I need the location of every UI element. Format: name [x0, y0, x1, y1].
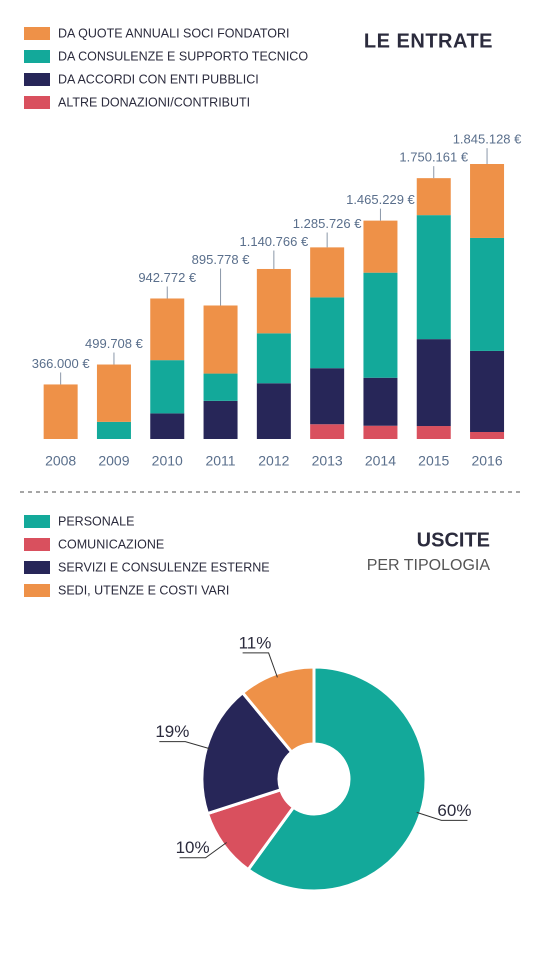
x-tick-label: 2011 [205, 453, 235, 469]
bar-segment [416, 215, 451, 340]
bar-segment [43, 384, 78, 439]
income-title: LE ENTRATE [364, 30, 493, 52]
donut-slice [246, 665, 428, 893]
total-label: 366.000 € [32, 356, 91, 371]
total-label: 1.465.229 € [346, 192, 415, 207]
bar-segment [256, 333, 291, 384]
legend-label: COMUNICAZIONE [58, 537, 164, 551]
bar-segment [310, 424, 345, 439]
bar-segment [470, 164, 505, 238]
label-leader [159, 741, 211, 750]
x-tick-label: 2008 [45, 453, 76, 469]
x-tick-label: 2015 [418, 453, 449, 469]
x-tick-label: 2013 [312, 453, 343, 469]
legend-swatch [24, 27, 50, 40]
x-tick-label: 2014 [365, 453, 396, 469]
x-tick-label: 2010 [152, 453, 183, 469]
x-tick-label: 2016 [471, 453, 502, 469]
total-label: 895.778 € [192, 252, 251, 267]
legend-label: SERVIZI E CONSULENZE ESTERNE [58, 560, 270, 574]
legend-label: DA QUOTE ANNUALI SOCI FONDATORI [58, 26, 290, 40]
total-label: 1.140.766 € [240, 234, 309, 249]
legend-label: DA CONSULENZE E SUPPORTO TECNICO [58, 49, 308, 63]
label-leader [416, 811, 468, 821]
bar-segment [363, 220, 398, 273]
bar-segment [203, 373, 238, 401]
expense-subtitle: PER TIPOLOGIA [367, 557, 491, 574]
expense-title: USCITE [417, 529, 490, 551]
label-leader [242, 652, 278, 678]
legend-swatch [24, 584, 50, 597]
bar-segment [256, 268, 291, 334]
bar-segment [150, 360, 185, 414]
slice-label: 60% [437, 801, 471, 820]
bar-segment [470, 237, 505, 351]
bar-segment [363, 377, 398, 426]
legend-swatch [24, 96, 50, 109]
legend-swatch [24, 538, 50, 551]
bar-segment [203, 305, 238, 374]
total-label: 1.285.726 € [293, 216, 362, 231]
slice-label: 10% [176, 838, 210, 857]
legend-swatch [24, 515, 50, 528]
bar-segment [96, 421, 131, 439]
bar-segment [416, 178, 451, 216]
slice-label: 19% [155, 722, 189, 741]
total-label: 1.845.128 € [453, 132, 522, 147]
total-label: 499.708 € [85, 336, 144, 351]
bar-segment [310, 247, 345, 298]
bar-segment [416, 426, 451, 439]
total-label: 1.750.161 € [399, 150, 468, 165]
x-tick-label: 2012 [258, 453, 289, 469]
label-leader [179, 842, 227, 859]
donut-slice [240, 665, 316, 755]
bar-segment [310, 368, 345, 425]
donut-slice [200, 690, 294, 816]
total-label: 942.772 € [138, 270, 197, 285]
bar-segment [150, 413, 185, 439]
bar-segment [150, 298, 185, 361]
legend-swatch [24, 73, 50, 86]
bar-segment [416, 339, 451, 427]
bar-segment [96, 364, 131, 422]
bar-segment [470, 350, 505, 432]
legend-label: SEDI, UTENZE E COSTI VARI [58, 583, 229, 597]
legend-swatch [24, 50, 50, 63]
legend-label: ALTRE DONAZIONI/CONTRIBUTI [58, 95, 250, 109]
bar-segment [470, 431, 505, 439]
x-tick-label: 2009 [98, 453, 129, 469]
bar-segment [256, 383, 291, 439]
slice-label: 11% [239, 633, 272, 652]
legend-label: PERSONALE [58, 514, 134, 528]
legend-swatch [24, 561, 50, 574]
bar-segment [363, 272, 398, 378]
bar-segment [310, 297, 345, 369]
bar-segment [203, 400, 238, 439]
bar-segment [363, 425, 398, 439]
legend-label: DA ACCORDI CON ENTI PUBBLICI [58, 72, 259, 86]
